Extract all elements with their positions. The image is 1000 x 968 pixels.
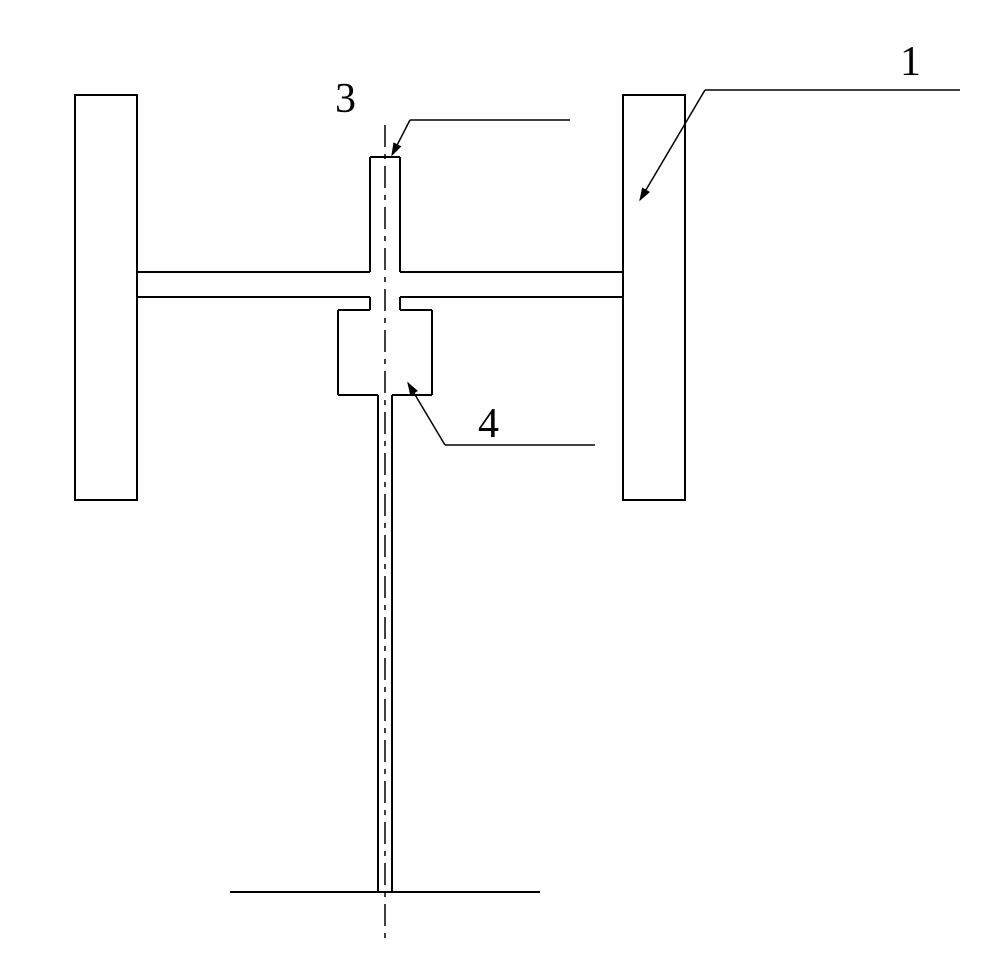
- label-3: 3: [335, 75, 356, 123]
- label-1: 1: [900, 38, 921, 86]
- right-blade: [623, 95, 685, 500]
- left-blade: [75, 95, 137, 500]
- left-arm: [137, 272, 370, 297]
- leader-1: [640, 90, 960, 200]
- leader-4: [408, 383, 595, 445]
- right-arm: [400, 272, 623, 297]
- leader-3: [392, 120, 570, 155]
- label-4: 4: [478, 400, 499, 448]
- technical-diagram: [0, 0, 1000, 968]
